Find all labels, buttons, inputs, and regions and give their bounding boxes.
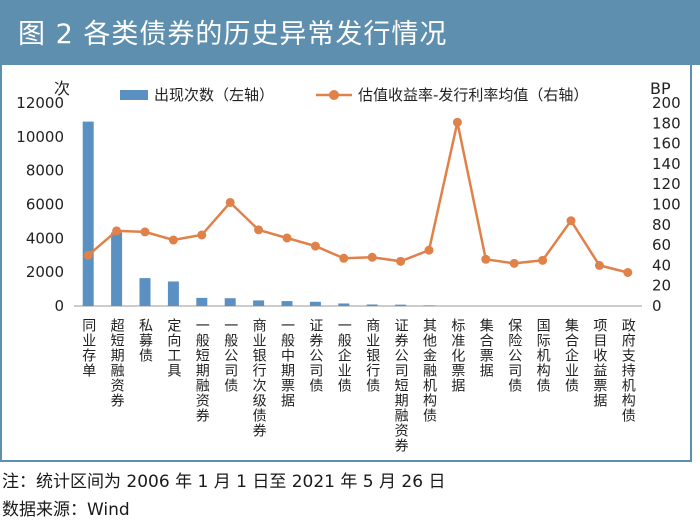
y-right-tick-label: 120 — [652, 175, 681, 193]
x-tick-label: 国际机构债 — [535, 318, 551, 393]
line-point — [594, 260, 604, 270]
bar — [338, 303, 350, 306]
bar — [111, 232, 123, 306]
line-point — [254, 225, 264, 235]
x-tick-label: 项目收益票据 — [591, 318, 607, 408]
line-point — [282, 233, 292, 243]
line-point — [112, 226, 122, 236]
y-left-tick-label: 2000 — [26, 263, 64, 281]
y-right-tick-label: 200 — [652, 94, 681, 112]
x-tick-label: 保险公司债 — [506, 318, 522, 393]
x-tick-label: 商业银行债 — [364, 318, 380, 393]
y-left-tick-label: 0 — [54, 297, 64, 315]
figure-header: 图 2 各类债券的历史异常发行情况 — [0, 0, 700, 65]
x-tick-label: 一般企业债 — [336, 318, 352, 393]
line-point — [481, 254, 491, 264]
line-point — [339, 253, 349, 263]
legend-line-label: 估值收益率-发行利率均值（右轴） — [358, 86, 588, 104]
bar — [196, 297, 208, 306]
bar — [82, 121, 94, 306]
bar — [167, 281, 179, 306]
line-point — [623, 268, 633, 278]
line-point — [424, 245, 434, 255]
legend-line-marker — [329, 90, 339, 100]
line-point — [452, 117, 462, 127]
y-right-unit-label: BP — [650, 79, 671, 98]
x-tick-label: 证券公司短期融资券 — [393, 318, 409, 453]
x-tick-label: 其他金融机构债 — [421, 318, 437, 423]
y-left-tick-label: 10000 — [16, 128, 64, 146]
line-point — [396, 256, 406, 266]
bar — [281, 301, 293, 306]
x-tick-label: 一般公司债 — [222, 318, 238, 393]
x-tick-label: 集合票据 — [478, 317, 494, 378]
y-left-tick-label: 4000 — [26, 229, 64, 247]
y-right-tick-label: 100 — [652, 196, 681, 214]
x-tick-label: 一般短期融资券 — [194, 318, 210, 423]
y-right-tick-label: 180 — [652, 114, 681, 132]
x-tick-label: 一般中期票据 — [279, 318, 295, 408]
y-left-tick-label: 12000 — [16, 94, 64, 112]
line-point — [83, 250, 93, 260]
y-right-tick-label: 20 — [652, 277, 671, 295]
y-right-tick-label: 40 — [652, 256, 671, 274]
figure-source: 数据来源：Wind — [2, 500, 130, 520]
x-tick-label: 政府支持机构债 — [620, 318, 636, 423]
y-left-tick-label: 8000 — [26, 162, 64, 180]
x-tick-label: 同业存单 — [80, 318, 96, 378]
y-right-tick-label: 60 — [652, 236, 671, 254]
line-point — [197, 230, 207, 240]
line-point — [367, 252, 377, 262]
line-point — [140, 227, 150, 237]
figure-title: 图 2 各类债券的历史异常发行情况 — [18, 19, 448, 50]
bar — [423, 305, 435, 306]
x-tick-label: 证券公司债 — [307, 318, 323, 393]
line-point — [566, 216, 576, 226]
y-right-tick-label: 0 — [652, 297, 662, 315]
bar — [366, 304, 378, 306]
bar — [253, 300, 265, 306]
x-tick-label: 标准化票据 — [449, 318, 465, 393]
line-point — [310, 241, 320, 251]
line-point — [225, 197, 235, 207]
line-series — [87, 122, 629, 274]
y-right-tick-label: 160 — [652, 135, 681, 153]
x-tick-label: 私募债 — [137, 318, 153, 363]
bar — [309, 301, 321, 306]
y-left-tick-label: 6000 — [26, 196, 64, 214]
bar — [139, 278, 151, 306]
combo-chart: 次 BP 0 2000 4000 6000 8000 10000 12000 0 20 40 60 80 1… — [16, 79, 681, 453]
legend-bar-label: 出现次数（左轴） — [154, 86, 274, 104]
x-tick-label: 超短期融资券 — [109, 318, 125, 408]
legend-bar-swatch — [120, 90, 148, 100]
x-tick-label: 商业银行次级债券 — [251, 318, 267, 438]
y-right-tick-label: 140 — [652, 155, 681, 173]
line-point — [168, 235, 178, 245]
y-left-unit-label: 次 — [54, 79, 70, 98]
x-tick-label: 集合企业债 — [563, 317, 579, 393]
figure-note: 注：统计区间为 2006 年 1 月 1 日至 2021 年 5 月 26 日 — [2, 472, 446, 492]
line-point — [509, 258, 519, 268]
line-point — [538, 255, 548, 265]
y-right-tick-label: 80 — [652, 216, 671, 234]
bar — [395, 304, 407, 306]
bar — [224, 298, 236, 306]
x-tick-label: 定向工具 — [165, 318, 181, 378]
